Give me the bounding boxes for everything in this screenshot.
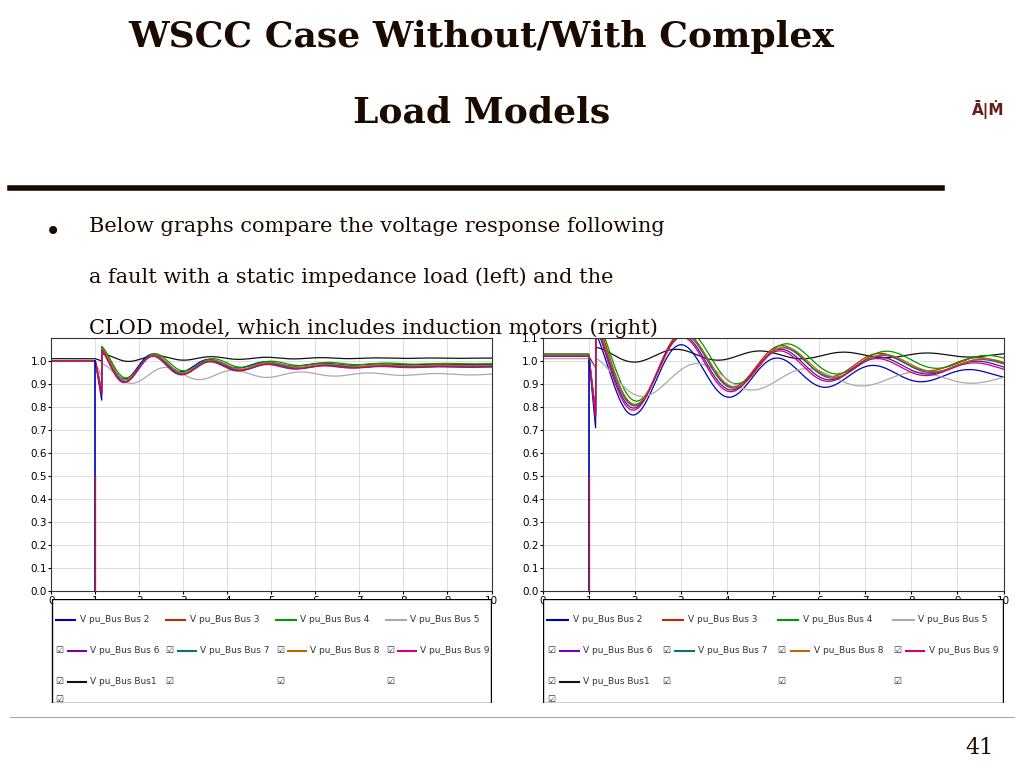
Text: V pu_Bus Bus1: V pu_Bus Bus1 <box>584 677 650 687</box>
Text: V pu_Bus Bus 7: V pu_Bus Bus 7 <box>200 647 269 655</box>
Text: ☑: ☑ <box>663 647 671 655</box>
Text: V pu_Bus Bus 5: V pu_Bus Bus 5 <box>919 615 988 624</box>
Text: ☑: ☑ <box>386 647 394 655</box>
Text: •: • <box>45 220 61 247</box>
Text: V pu_Bus Bus 4: V pu_Bus Bus 4 <box>803 615 872 624</box>
Text: a fault with a static impedance load (left) and the: a fault with a static impedance load (le… <box>89 267 613 287</box>
Text: ☑: ☑ <box>547 695 555 704</box>
Text: Load Models: Load Models <box>352 96 610 130</box>
Text: ☑: ☑ <box>663 677 671 687</box>
Text: V pu_Bus Bus 8: V pu_Bus Bus 8 <box>814 647 883 655</box>
Text: WSCC Case Without/With Complex: WSCC Case Without/With Complex <box>128 20 835 54</box>
Text: V pu_Bus Bus 9: V pu_Bus Bus 9 <box>929 647 998 655</box>
Text: Ā|Ṁ: Ā|Ṁ <box>972 101 1005 119</box>
Text: Below graphs compare the voltage response following: Below graphs compare the voltage respons… <box>89 217 665 236</box>
FancyBboxPatch shape <box>543 599 1004 703</box>
Text: ☑: ☑ <box>55 677 63 687</box>
Text: ☑: ☑ <box>778 677 785 687</box>
Text: ☑: ☑ <box>893 647 901 655</box>
Text: V pu_Bus Bus 3: V pu_Bus Bus 3 <box>688 615 758 624</box>
Text: 41: 41 <box>965 737 993 759</box>
Text: V pu_Bus Bus 7: V pu_Bus Bus 7 <box>698 647 768 655</box>
Text: V pu_Bus Bus 4: V pu_Bus Bus 4 <box>300 615 370 624</box>
Text: ☑: ☑ <box>55 695 63 704</box>
Text: V pu_Bus Bus 6: V pu_Bus Bus 6 <box>90 647 160 655</box>
Text: ☑: ☑ <box>547 647 555 655</box>
Text: ☑: ☑ <box>547 677 555 687</box>
Text: V pu_Bus Bus 2: V pu_Bus Bus 2 <box>572 615 642 624</box>
Text: V pu_Bus Bus1: V pu_Bus Bus1 <box>90 677 157 687</box>
Text: ☑: ☑ <box>166 677 174 687</box>
Text: ☑: ☑ <box>166 647 174 655</box>
Text: ☑: ☑ <box>275 677 284 687</box>
Text: V pu_Bus Bus 6: V pu_Bus Bus 6 <box>584 647 652 655</box>
Text: V pu_Bus Bus 9: V pu_Bus Bus 9 <box>420 647 489 655</box>
Text: ☑: ☑ <box>275 647 284 655</box>
Text: ☑: ☑ <box>386 677 394 687</box>
Text: V pu_Bus Bus 3: V pu_Bus Bus 3 <box>189 615 259 624</box>
FancyBboxPatch shape <box>51 599 492 703</box>
Text: ☑: ☑ <box>55 647 63 655</box>
Text: V pu_Bus Bus 5: V pu_Bus Bus 5 <box>410 615 479 624</box>
Text: V pu_Bus Bus 8: V pu_Bus Bus 8 <box>310 647 380 655</box>
Text: ☑: ☑ <box>778 647 785 655</box>
Text: CLOD model, which includes induction motors (right): CLOD model, which includes induction mot… <box>89 318 658 338</box>
Text: V pu_Bus Bus 2: V pu_Bus Bus 2 <box>80 615 150 624</box>
Text: ☑: ☑ <box>893 677 901 687</box>
